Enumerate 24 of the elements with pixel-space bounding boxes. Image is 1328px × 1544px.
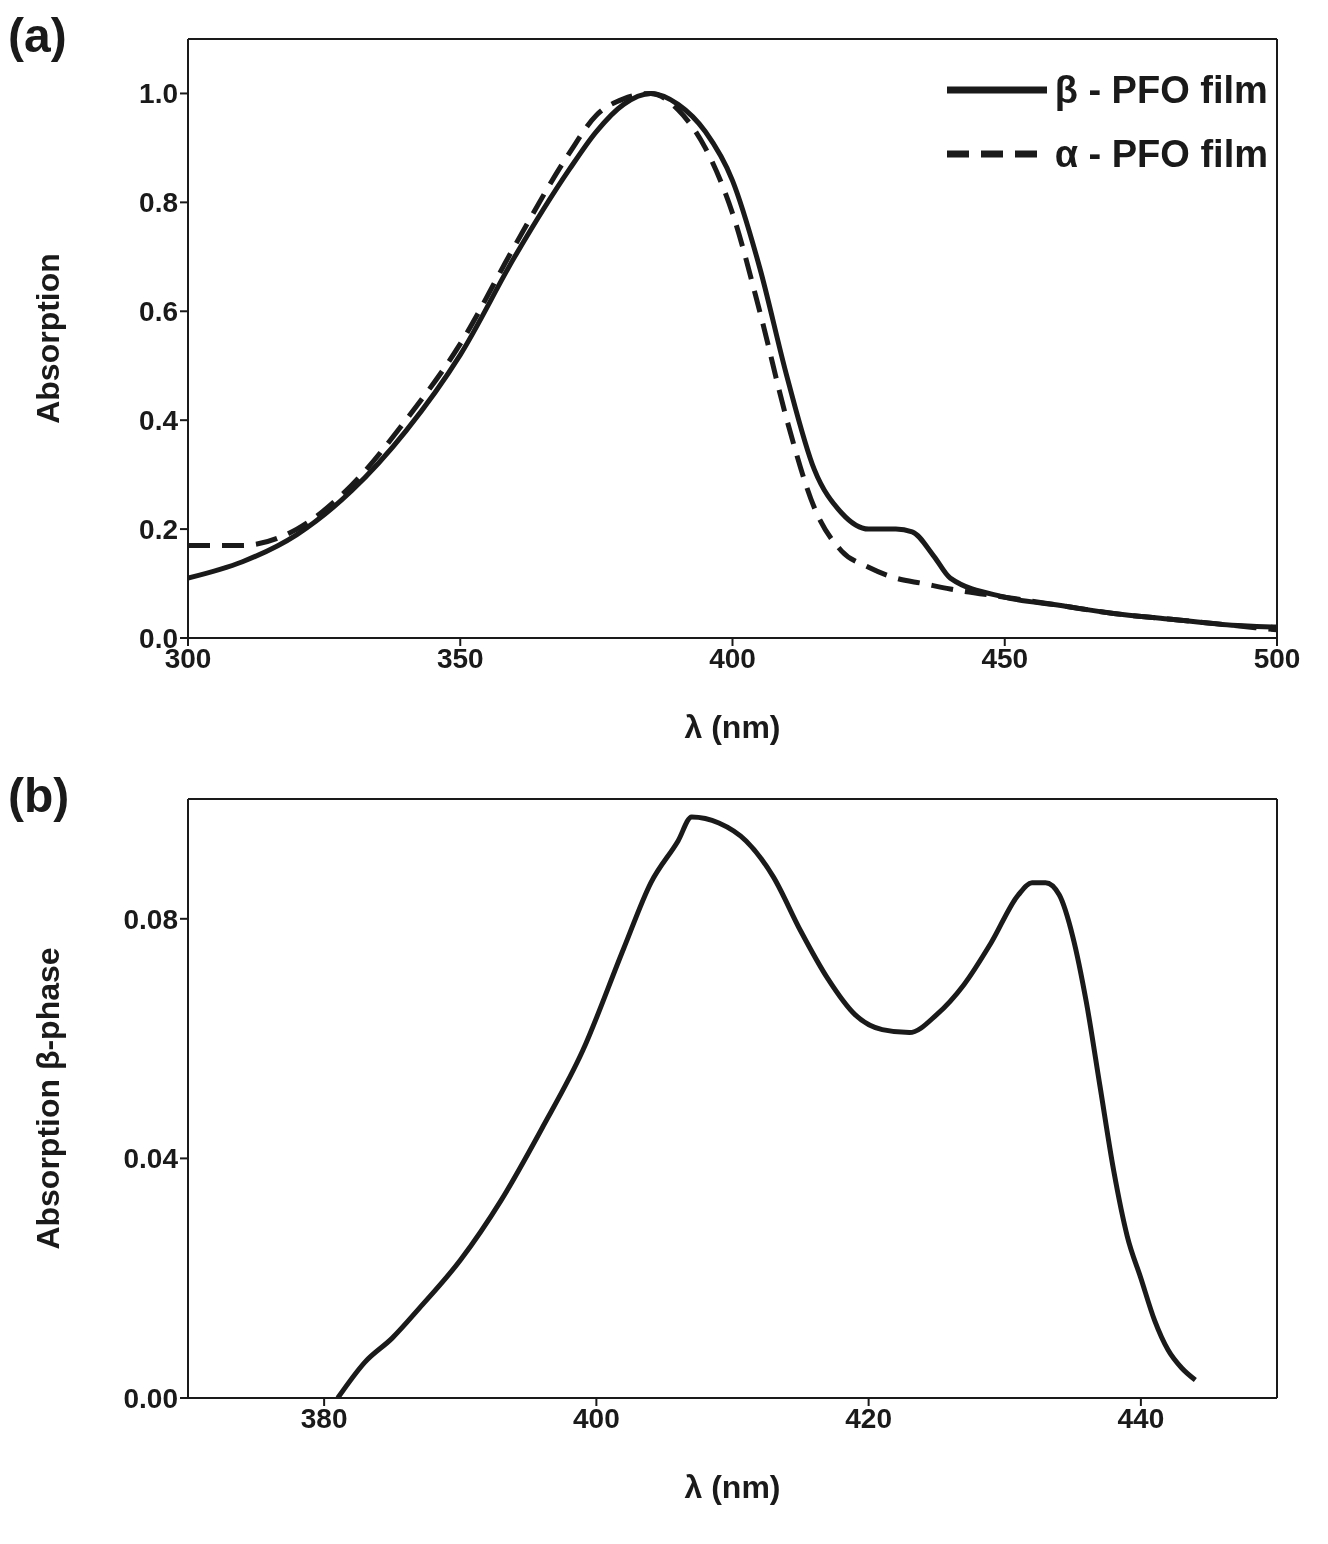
y-tick-label: 0.2 bbox=[139, 514, 178, 546]
legend-label: β - PFO film bbox=[1054, 68, 1268, 112]
x-tick-label: 500 bbox=[1253, 642, 1301, 674]
chart-title: (b) bbox=[8, 768, 70, 823]
x-tick-label: 400 bbox=[709, 642, 756, 674]
x-tick-label: 440 bbox=[1117, 1402, 1165, 1434]
x-axis-title: λ (nm) bbox=[684, 709, 781, 745]
y-axis-title: Absorption β-phase bbox=[30, 947, 67, 1250]
y-tick-label: 1.0 bbox=[139, 78, 178, 110]
y-tick-label: 0.00 bbox=[123, 1382, 178, 1414]
legend-label: α - PFO film bbox=[1054, 132, 1268, 176]
x-axis-title: λ (nm) bbox=[684, 1469, 781, 1505]
y-tick-label: 0.8 bbox=[139, 187, 178, 219]
y-axis-title: Absorption bbox=[30, 253, 67, 424]
x-tick-label: 420 bbox=[845, 1402, 892, 1434]
x-tick-label: 380 bbox=[300, 1402, 348, 1434]
x-tick-label: 350 bbox=[436, 642, 484, 674]
y-tick-label: 0.04 bbox=[123, 1143, 179, 1175]
y-tick-label: 0.08 bbox=[123, 903, 178, 935]
y-tick-label: 0.4 bbox=[139, 405, 179, 437]
x-tick-label: 450 bbox=[981, 642, 1029, 674]
chart-title: (a) bbox=[8, 8, 67, 63]
y-tick-label: 0.6 bbox=[139, 296, 178, 328]
x-tick-label: 400 bbox=[573, 1402, 620, 1434]
